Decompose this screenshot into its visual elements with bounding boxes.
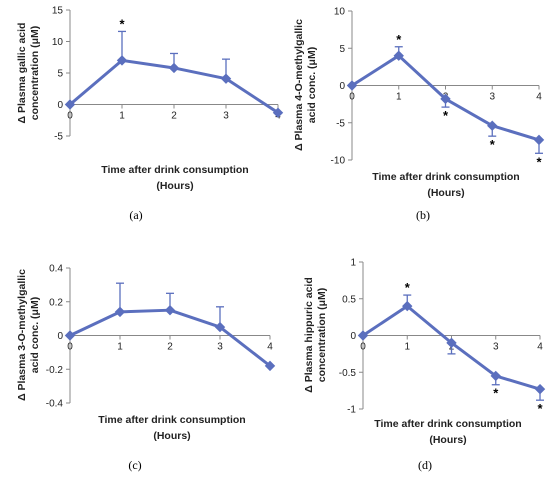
panel-label: (d) [418, 458, 432, 472]
y-axis-label-line: Δ Plasma gallic acid [16, 23, 28, 124]
data-point [534, 383, 546, 395]
data-point [440, 93, 451, 105]
data-point [446, 337, 457, 349]
y-tick-label: 5 [57, 69, 63, 80]
x-axis-label-line: Time after drink consumption [98, 414, 245, 426]
chart-panel-1: -505101501234*Δ Plasma gallic acidconcen… [16, 6, 284, 222]
y-tick-label: 0.2 [49, 297, 63, 308]
data-point [264, 360, 276, 372]
x-tick-label: 1 [404, 342, 410, 353]
significance-star: * [493, 386, 499, 401]
data-point [168, 62, 180, 74]
chart-panel-3: -0.4 -0.2 0 0.2 0.4 0 1 2 3 4 Δ Plasma 3-O-methylg… [16, 264, 276, 472]
y-tick-label: 0 [350, 331, 356, 342]
data-point [393, 50, 404, 61]
y-tick-label: 10 [334, 7, 346, 18]
data-point [487, 120, 498, 131]
y-axis-label-line: concentration (μM) [29, 26, 41, 121]
x-tick-label: 2 [171, 111, 177, 122]
x-tick-label: 3 [223, 111, 229, 122]
y-axis-label: Δ Plasma hippuric acidconcentration (μM) [303, 277, 328, 393]
y-axis-label: Δ Plasma 3-O-methylgallicacid conc. (μM) [16, 269, 41, 401]
y-tick-label: 0 [339, 81, 345, 92]
x-axis-label-line: (Hours) [427, 187, 464, 199]
panel-label: (b) [416, 208, 430, 222]
significance-star: * [490, 137, 496, 152]
y-axis-label-line: Δ Plasma hippuric acid [303, 277, 315, 393]
y-tick-label: 0.4 [49, 264, 63, 275]
y-tick-label: -0.2 [46, 365, 64, 376]
y-axis-label-line: acid conc. (μM) [29, 297, 41, 373]
data-point [64, 330, 76, 341]
x-tick-label: 4 [267, 342, 273, 353]
data-point [533, 134, 545, 146]
panel-label: (c) [128, 458, 141, 472]
y-tick-label: 15 [52, 6, 64, 17]
x-tick-label: 0 [349, 92, 355, 103]
data-point [490, 370, 501, 382]
significance-star: * [536, 154, 542, 169]
data-point [272, 107, 284, 118]
chart-panel-4: -1-0.500.5101234***Δ Plasma hippuric aci… [303, 258, 546, 472]
x-tick-label: 1 [117, 342, 123, 353]
y-tick-label: 5 [339, 44, 345, 55]
x-tick-label: 0 [360, 342, 366, 353]
y-tick-label: -0.4 [46, 399, 64, 410]
x-axis-label: Time after drink consumption (Hours) [98, 414, 245, 442]
x-tick-label: 3 [217, 342, 223, 353]
significance-star: * [443, 108, 449, 123]
x-tick-label: 4 [537, 342, 543, 353]
data-point [357, 330, 369, 341]
data-point [116, 55, 128, 66]
x-axis-label-line: (Hours) [153, 430, 190, 442]
x-axis-label: Time after drink consumption (Hours) [372, 171, 519, 199]
y-tick-label: 0 [57, 100, 63, 111]
y-axis-label-line: acid conc. (μM) [306, 47, 318, 123]
y-axis-label-line: Δ Plasma 3-O-methylgallic [16, 269, 28, 401]
y-tick-label: -5 [54, 132, 63, 143]
data-point [64, 99, 76, 110]
significance-star: * [537, 401, 543, 416]
y-axis-label-line: concentration (μM) [316, 288, 328, 383]
x-tick-label: 0 [67, 342, 73, 353]
x-axis-label-line: Time after drink consumption [374, 418, 521, 430]
y-tick-label: 0.5 [342, 294, 356, 305]
y-tick-label: 10 [52, 37, 64, 48]
significance-star: * [119, 16, 125, 31]
y-tick-label: 1 [350, 258, 356, 269]
y-tick-label: 0 [57, 331, 63, 342]
x-tick-label: 0 [67, 111, 73, 122]
x-axis-label: Time after drink consumption (Hours) [374, 418, 521, 446]
x-tick-label: 3 [493, 342, 499, 353]
panel-label: (a) [129, 208, 142, 222]
x-tick-label: 3 [489, 92, 495, 103]
chart-panel-2: -10-5051001234****Δ Plasma 4-O-methylgal… [293, 7, 545, 222]
data-point [220, 73, 232, 84]
y-tick-label: -0.5 [339, 368, 357, 379]
data-point [402, 300, 413, 312]
x-axis-label-line: (Hours) [429, 434, 466, 446]
significance-star: * [396, 32, 402, 47]
x-tick-label: 1 [396, 92, 402, 103]
x-tick-label: 1 [119, 111, 125, 122]
data-point [164, 304, 176, 316]
y-tick-label: -1 [347, 405, 356, 416]
x-axis-label-line: Time after drink consumption [101, 164, 248, 176]
x-tick-label: 4 [536, 92, 542, 103]
y-tick-label: -5 [336, 118, 345, 129]
data-point [114, 306, 126, 318]
x-axis-label-line: (Hours) [156, 180, 193, 192]
y-axis-label: Δ Plasma 4-O-methylgallicacid conc. (μM) [293, 19, 318, 151]
significance-star: * [405, 280, 411, 295]
y-axis-label-line: Δ Plasma 4-O-methylgallic [293, 19, 305, 151]
x-axis-label: Time after drink consumption (Hours) [101, 164, 248, 192]
data-point [214, 321, 226, 333]
x-axis-label-line: Time after drink consumption [372, 171, 519, 183]
y-axis-label: Δ Plasma gallic acidconcentration (μM) [16, 23, 41, 124]
x-tick-label: 2 [167, 342, 173, 353]
y-tick-label: -10 [331, 156, 346, 167]
data-point [346, 80, 358, 91]
